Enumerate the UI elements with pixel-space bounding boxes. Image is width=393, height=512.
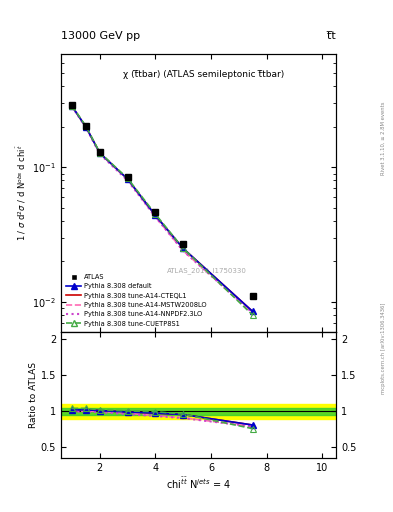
X-axis label: chi$^{\bar{t}\bar{t}}$ N$^{jets}$ = 4: chi$^{\bar{t}\bar{t}}$ N$^{jets}$ = 4 — [166, 476, 231, 491]
Y-axis label: 1 / $\sigma$ d$^2\sigma$ / d N$^{obs}$ d chi$^{\bar{t}}$: 1 / $\sigma$ d$^2\sigma$ / d N$^{obs}$ d… — [15, 144, 28, 241]
Y-axis label: Ratio to ATLAS: Ratio to ATLAS — [29, 362, 38, 428]
Legend: ATLAS, Pythia 8.308 default, Pythia 8.308 tune-A14-CTEQL1, Pythia 8.308 tune-A14: ATLAS, Pythia 8.308 default, Pythia 8.30… — [64, 272, 208, 329]
Text: Rivet 3.1.10, ≥ 2.8M events: Rivet 3.1.10, ≥ 2.8M events — [381, 101, 386, 175]
Text: 13000 GeV pp: 13000 GeV pp — [61, 31, 140, 41]
Text: mcplots.cern.ch [arXiv:1306.3436]: mcplots.cern.ch [arXiv:1306.3436] — [381, 303, 386, 394]
Bar — [61, 404, 336, 418]
Text: ATLAS_2019_I1750330: ATLAS_2019_I1750330 — [167, 267, 247, 274]
Bar — [61, 408, 336, 415]
Text: χ (t̅tbar) (ATLAS semileptonic t̅tbar): χ (t̅tbar) (ATLAS semileptonic t̅tbar) — [123, 71, 285, 79]
Text: t̅t: t̅t — [327, 31, 336, 41]
